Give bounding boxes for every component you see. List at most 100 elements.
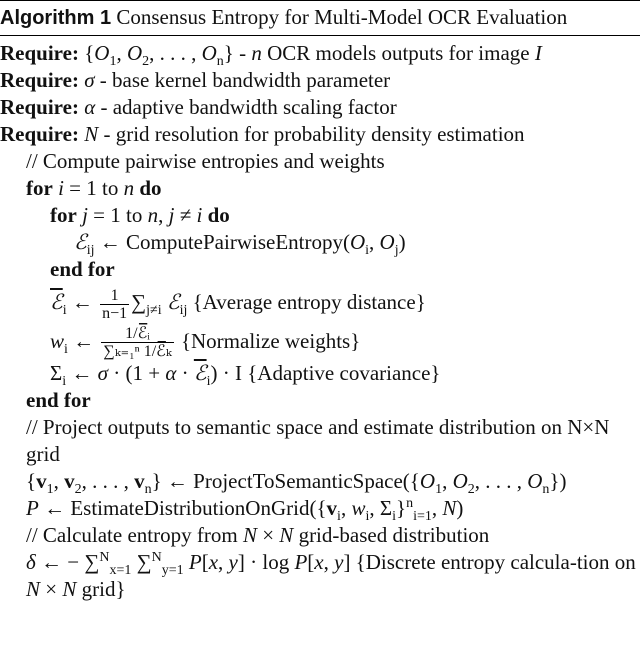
script-text: ij bbox=[86, 243, 95, 259]
line-text: v bbox=[134, 469, 145, 494]
keyword: for bbox=[50, 203, 77, 227]
algorithm-line: ℰij ← ComputePairwiseEntropy(Oi, Oj) bbox=[0, 229, 640, 259]
fraction-numerator: 1 bbox=[100, 287, 130, 305]
line-text: ℰ bbox=[166, 290, 180, 314]
line-text: ℰ bbox=[74, 230, 87, 254]
line-text: ∑ bbox=[131, 550, 152, 575]
line-text: j bbox=[82, 203, 88, 227]
keyword: Require: bbox=[0, 41, 79, 65]
fraction: 1/ℰ̅ᵢ ∑ₖ₌₁ⁿ 1/ℰ̅ₖ bbox=[101, 325, 174, 361]
fraction: 1 n−1 bbox=[100, 287, 130, 322]
top-rule bbox=[0, 0, 640, 1]
line-text: O bbox=[419, 469, 436, 494]
script-text: n bbox=[542, 482, 550, 498]
keyword: do bbox=[207, 203, 230, 227]
script-text: i=1 bbox=[413, 509, 432, 525]
script-text: 1 bbox=[435, 482, 443, 498]
line-text: }) bbox=[549, 469, 567, 494]
script-text: n bbox=[144, 482, 152, 498]
line-text: x bbox=[208, 550, 219, 575]
algorithm-title: Algorithm 1 Consensus Entropy for Multi-… bbox=[0, 1, 640, 35]
keyword: do bbox=[139, 176, 162, 200]
line-text: × bbox=[40, 577, 63, 602]
line-text: - base kernel bandwidth parameter bbox=[94, 68, 391, 92]
line-text: ] · log bbox=[237, 550, 295, 575]
line-text: P bbox=[294, 550, 308, 575]
script-text: x=1 bbox=[109, 563, 132, 579]
line-text: grid} bbox=[76, 577, 126, 602]
line-text: ℰ bbox=[193, 361, 207, 386]
line-text: P bbox=[188, 550, 202, 575]
line-text: , . . . , bbox=[81, 469, 135, 494]
line-text: N bbox=[84, 122, 99, 146]
line-text: ← bbox=[66, 361, 98, 386]
line-text: // Compute pairwise entropies and weight… bbox=[26, 149, 385, 173]
script-text: i bbox=[62, 303, 67, 319]
algorithm-line: end for bbox=[0, 256, 640, 283]
algorithm-line: wi ← 1/ℰ̅ᵢ ∑ₖ₌₁ⁿ 1/ℰ̅ₖ {Normalize weights… bbox=[0, 322, 640, 361]
algorithm-line: for j = 1 to n, j ≠ i do bbox=[0, 202, 640, 229]
algorithm-line: Σi ← σ · (1 + α · ℰi) · I {Adaptive cova… bbox=[0, 360, 640, 390]
line-text: N bbox=[62, 577, 77, 602]
script-text: ij bbox=[179, 303, 188, 319]
line-text: - adaptive bandwidth scaling factor bbox=[95, 95, 397, 119]
algorithm-box: Algorithm 1 Consensus Entropy for Multi-… bbox=[0, 0, 640, 602]
algorithm-line: ℰi ← 1 n−1 ∑j≠i ℰij {Average entropy dista… bbox=[0, 283, 640, 322]
line-text: ≠ bbox=[174, 203, 197, 227]
line-text: P bbox=[26, 496, 39, 521]
script-text: 1 bbox=[109, 54, 117, 70]
script-text: i bbox=[365, 243, 370, 259]
script-text: i bbox=[64, 341, 68, 357]
line-text: , bbox=[116, 41, 127, 65]
line-text: ] {Discrete entropy calcula-tion on bbox=[343, 550, 636, 575]
line-text: i bbox=[58, 176, 64, 200]
line-text: { bbox=[78, 41, 95, 65]
line-text: w bbox=[351, 496, 366, 521]
script-text: n bbox=[406, 496, 414, 512]
line-text: δ bbox=[26, 550, 36, 575]
line-text: = 1 to bbox=[63, 176, 124, 200]
line-text: , . . . , bbox=[149, 41, 202, 65]
line-text: [ bbox=[201, 550, 209, 575]
algorithm-line: // Compute pairwise entropies and weight… bbox=[0, 148, 640, 175]
line-text: } bbox=[395, 496, 407, 521]
line-text: y bbox=[228, 550, 238, 575]
line-text: v bbox=[326, 496, 338, 521]
script-text: 2 bbox=[467, 482, 475, 498]
fraction-numerator: 1/ℰ̅ᵢ bbox=[101, 325, 174, 344]
fraction-denominator: ∑ₖ₌₁ⁿ 1/ℰ̅ₖ bbox=[103, 343, 172, 361]
script-text: y=1 bbox=[161, 563, 184, 579]
keyword: for bbox=[26, 176, 53, 200]
algorithm-line: // Calculate entropy from N × N grid-bas… bbox=[0, 522, 640, 549]
line-text: N bbox=[279, 523, 294, 548]
algorithm-line: for i = 1 to n do bbox=[0, 175, 640, 202]
keyword: end for bbox=[26, 388, 91, 413]
script-text: i bbox=[337, 509, 341, 525]
algorithm-label: Algorithm 1 bbox=[0, 7, 112, 29]
script-text: 1 bbox=[46, 482, 54, 498]
line-text: } ← ProjectToSemanticSpace({ bbox=[151, 469, 420, 494]
line-text: , bbox=[431, 496, 443, 521]
line-text: grid-based distribution bbox=[293, 523, 490, 548]
script-text: n bbox=[216, 54, 224, 70]
line-text: Σ bbox=[50, 361, 63, 386]
line-text: ℰ bbox=[50, 290, 63, 314]
line-text: O bbox=[201, 41, 217, 65]
keyword: Require: bbox=[0, 95, 79, 119]
line-text: O bbox=[452, 469, 468, 494]
line-text: · (1 + bbox=[107, 361, 166, 386]
script-text: j bbox=[394, 243, 399, 259]
line-text: n bbox=[147, 203, 159, 227]
algorithm-line: Require: α - adaptive bandwidth scaling … bbox=[0, 94, 640, 121]
line-text: O bbox=[527, 469, 543, 494]
line-text: - grid resolution for probability densit… bbox=[98, 122, 525, 146]
script-text: 2 bbox=[142, 54, 150, 70]
line-text: y bbox=[334, 550, 344, 575]
line-text: O bbox=[94, 41, 110, 65]
script-text: i bbox=[62, 374, 67, 390]
algorithm-line: Require: N - grid resolution for probabi… bbox=[0, 121, 640, 148]
line-text: α bbox=[165, 361, 177, 386]
line-text: ← bbox=[66, 290, 99, 314]
line-text: = 1 to bbox=[87, 203, 148, 227]
line-text: j bbox=[168, 203, 175, 227]
